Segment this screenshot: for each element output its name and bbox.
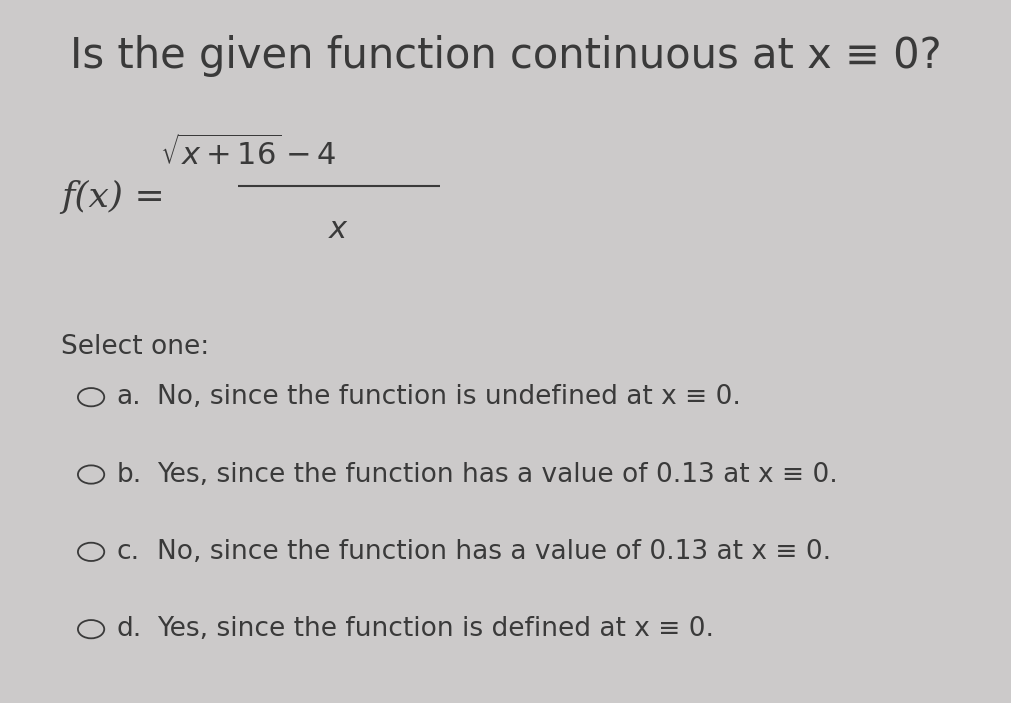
Text: Select one:: Select one: xyxy=(61,334,208,360)
Text: Yes, since the function has a value of 0.13 at x ≡ 0.: Yes, since the function has a value of 0… xyxy=(157,462,837,487)
Text: No, since the function is undefined at x ≡ 0.: No, since the function is undefined at x… xyxy=(157,385,740,410)
Text: a.: a. xyxy=(116,385,141,410)
Text: c.: c. xyxy=(116,539,140,565)
Text: b.: b. xyxy=(116,462,142,487)
Text: $\sqrt{x+16}-4$: $\sqrt{x+16}-4$ xyxy=(160,136,336,172)
Text: Is the given function continuous at x ≡ 0?: Is the given function continuous at x ≡ … xyxy=(70,35,941,77)
Text: Yes, since the function is defined at x ≡ 0.: Yes, since the function is defined at x … xyxy=(157,617,713,642)
Text: $x$: $x$ xyxy=(329,214,349,245)
Text: d.: d. xyxy=(116,617,142,642)
Text: No, since the function has a value of 0.13 at x ≡ 0.: No, since the function has a value of 0.… xyxy=(157,539,830,565)
Text: f(x) =: f(x) = xyxy=(61,180,165,214)
